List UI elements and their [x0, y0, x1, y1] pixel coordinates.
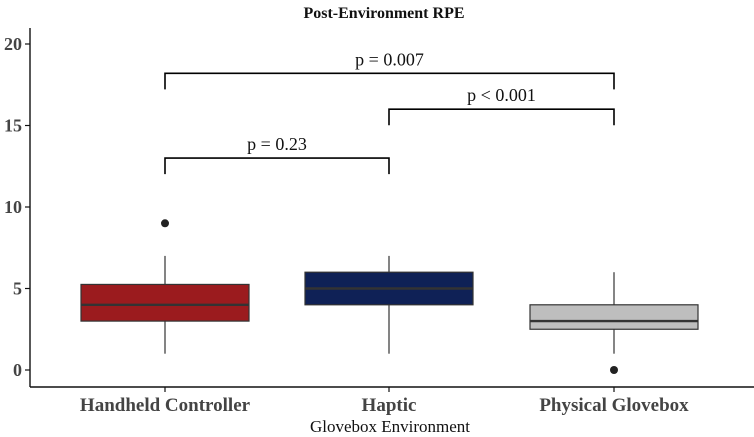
- bracket-line: [388, 108, 615, 126]
- p-value-label: p < 0.001: [467, 85, 536, 105]
- outlier-point: [161, 219, 169, 228]
- bracket-line: [164, 157, 390, 175]
- box-handheld-controller: [80, 219, 250, 354]
- y-tick-label: 5: [13, 279, 22, 299]
- boxes: [80, 219, 699, 374]
- comparison-bracket: p = 0.007: [164, 49, 615, 90]
- y-tick-label: 15: [4, 116, 22, 136]
- x-axis: Handheld Controller Haptic Physical Gloveb…: [30, 386, 754, 416]
- y-tick-label: 10: [4, 197, 22, 217]
- p-value-label: p = 0.23: [247, 134, 307, 154]
- iqr-box: [80, 283, 250, 322]
- x-tick-label: Handheld Controller: [80, 395, 251, 416]
- chart-title: Post-Environment RPE: [303, 5, 464, 22]
- y-axis: 0 5 10 15 20: [4, 28, 31, 387]
- comparison-bracket: p < 0.001: [388, 85, 615, 126]
- outlier-point: [610, 366, 618, 374]
- box-physical-glovebox: [529, 272, 699, 374]
- iqr-box: [529, 304, 699, 330]
- p-value-label: p = 0.007: [355, 49, 424, 69]
- y-tick-label: 20: [4, 34, 22, 54]
- x-tick-label: Haptic: [362, 395, 417, 416]
- box-haptic: [304, 255, 474, 354]
- comparison-bracket: p = 0.23: [164, 134, 390, 175]
- significance-brackets: p = 0.23 p < 0.001 p = 0.007: [164, 49, 615, 175]
- x-tick-label: Physical Glovebox: [539, 395, 689, 416]
- bracket-line: [164, 72, 615, 90]
- x-axis-label: Glovebox Environment: [310, 417, 470, 436]
- y-tick-label: 0: [13, 360, 22, 380]
